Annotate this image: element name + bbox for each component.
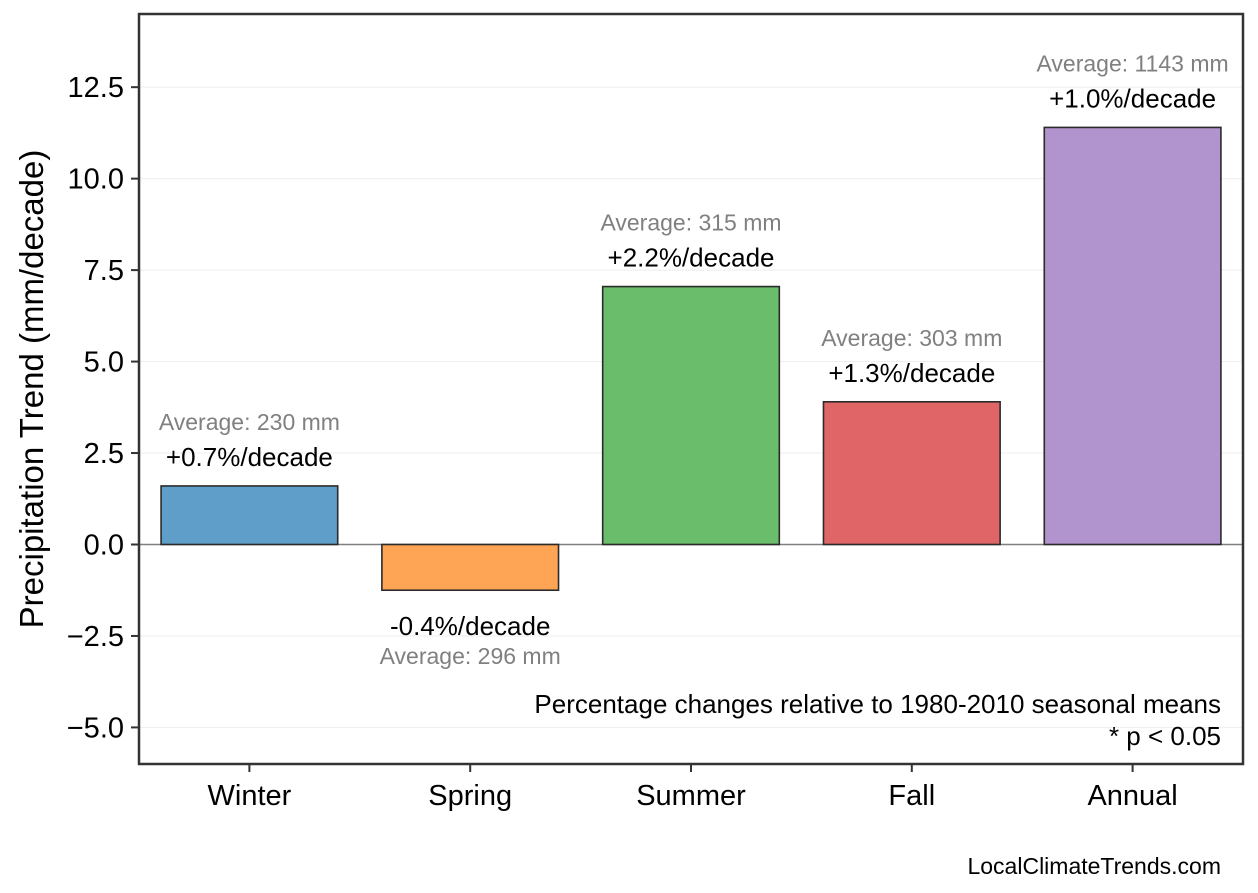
x-tick-label: Summer <box>636 780 746 812</box>
y-tick-label: 0.0 <box>84 529 124 561</box>
average-label: Average: 303 mm <box>821 325 1002 351</box>
bar-fall <box>822 401 1001 546</box>
pct-change-label: +0.7%/decade <box>166 442 333 472</box>
y-tick-label: −2.5 <box>67 621 124 653</box>
y-tick-label: 12.5 <box>68 72 124 104</box>
bar-spring <box>381 543 560 592</box>
y-tick-label: 7.5 <box>84 255 124 287</box>
pct-change-label: -0.4%/decade <box>390 611 550 641</box>
bar-annual <box>1043 126 1222 546</box>
pct-change-label: +2.2%/decade <box>608 243 775 273</box>
footer-source: LocalClimateTrends.com <box>967 853 1221 879</box>
average-label: Average: 1143 mm <box>1036 50 1228 76</box>
note-significance: * p < 0.05 <box>1109 721 1221 751</box>
y-tick-label: 10.0 <box>68 164 124 196</box>
average-label: Average: 296 mm <box>380 643 561 669</box>
bar-summer <box>601 285 781 546</box>
pct-change-label: +1.0%/decade <box>1049 83 1216 113</box>
x-axis-ticks: Winter Spring Summer Fall Annual <box>208 764 1178 812</box>
bars <box>160 126 1222 592</box>
y-axis-label: Precipitation Trend (mm/decade) <box>13 150 50 629</box>
x-tick-label: Annual <box>1087 780 1177 812</box>
pct-change-label: +1.3%/decade <box>828 358 995 388</box>
y-tick-label: 2.5 <box>84 438 124 470</box>
average-label: Average: 230 mm <box>159 409 340 435</box>
y-tick-label: −5.0 <box>67 712 124 744</box>
note-baseline: Percentage changes relative to 1980-2010… <box>534 689 1221 719</box>
y-tick-label: 5.0 <box>84 347 124 379</box>
average-label: Average: 315 mm <box>600 210 781 236</box>
x-tick-label: Fall <box>888 780 935 812</box>
y-axis-ticks: −5.0 −2.5 0.0 2.5 5.0 7.5 10.0 12.5 <box>67 72 139 744</box>
x-tick-label: Winter <box>208 780 292 812</box>
bar-winter <box>160 485 339 546</box>
x-tick-label: Spring <box>428 780 512 812</box>
